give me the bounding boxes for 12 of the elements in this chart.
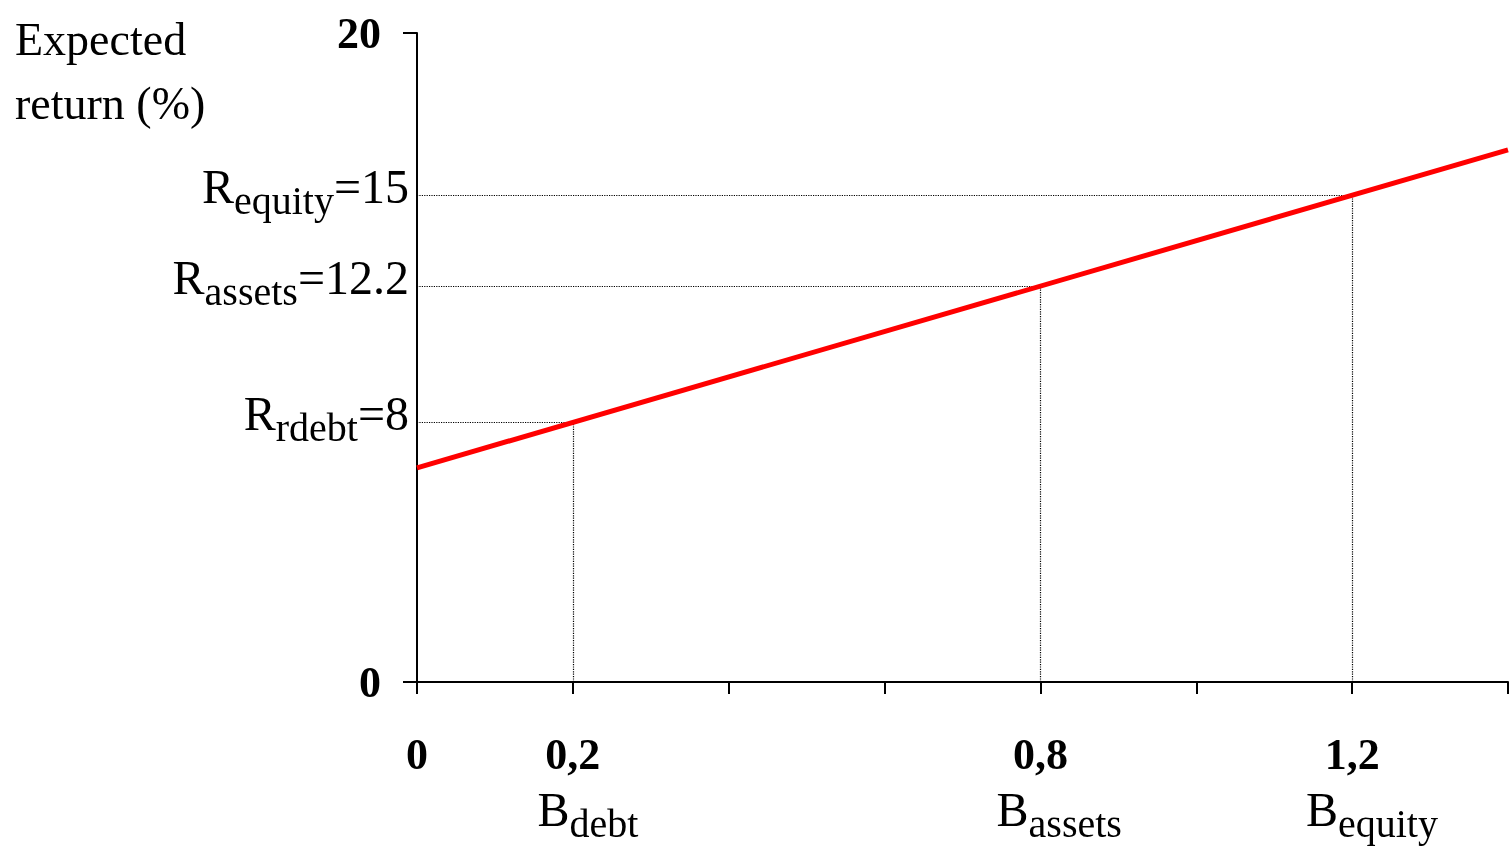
ref-line-label: B$_{debt}$: [537, 782, 639, 848]
ref-line-label: R$_{equity}$=15: [201, 159, 409, 225]
ref-line-label: B$_{assets}$: [996, 782, 1122, 848]
ref-line-label: B$_{equity}$: [1305, 782, 1438, 848]
x-tick-label: 0: [406, 729, 428, 779]
ref-line-label: R$_{assets}$=12.2: [172, 250, 409, 316]
y-tick-label: 20: [337, 8, 381, 58]
x-tick-label: 1,2: [1324, 729, 1380, 779]
x-tick-label: 0,2: [545, 729, 601, 779]
ref-line-label: R$_{rdebt}$=8: [243, 386, 409, 452]
x-tick-label: 0,8: [1012, 729, 1068, 779]
y-axis-title: Expected return (%): [15, 13, 207, 131]
